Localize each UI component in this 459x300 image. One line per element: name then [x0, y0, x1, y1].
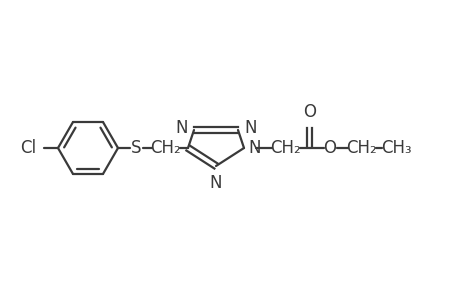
Text: N: N [209, 174, 222, 192]
Text: O: O [303, 103, 316, 121]
Text: O: O [323, 139, 336, 157]
Text: S: S [130, 139, 141, 157]
Text: CH₂: CH₂ [270, 139, 301, 157]
Text: N: N [243, 119, 256, 137]
Text: Cl: Cl [20, 139, 36, 157]
Text: CH₃: CH₃ [380, 139, 410, 157]
Text: N: N [175, 119, 188, 137]
Text: N: N [247, 139, 260, 157]
Text: CH₂: CH₂ [346, 139, 376, 157]
Text: CH₂: CH₂ [150, 139, 181, 157]
